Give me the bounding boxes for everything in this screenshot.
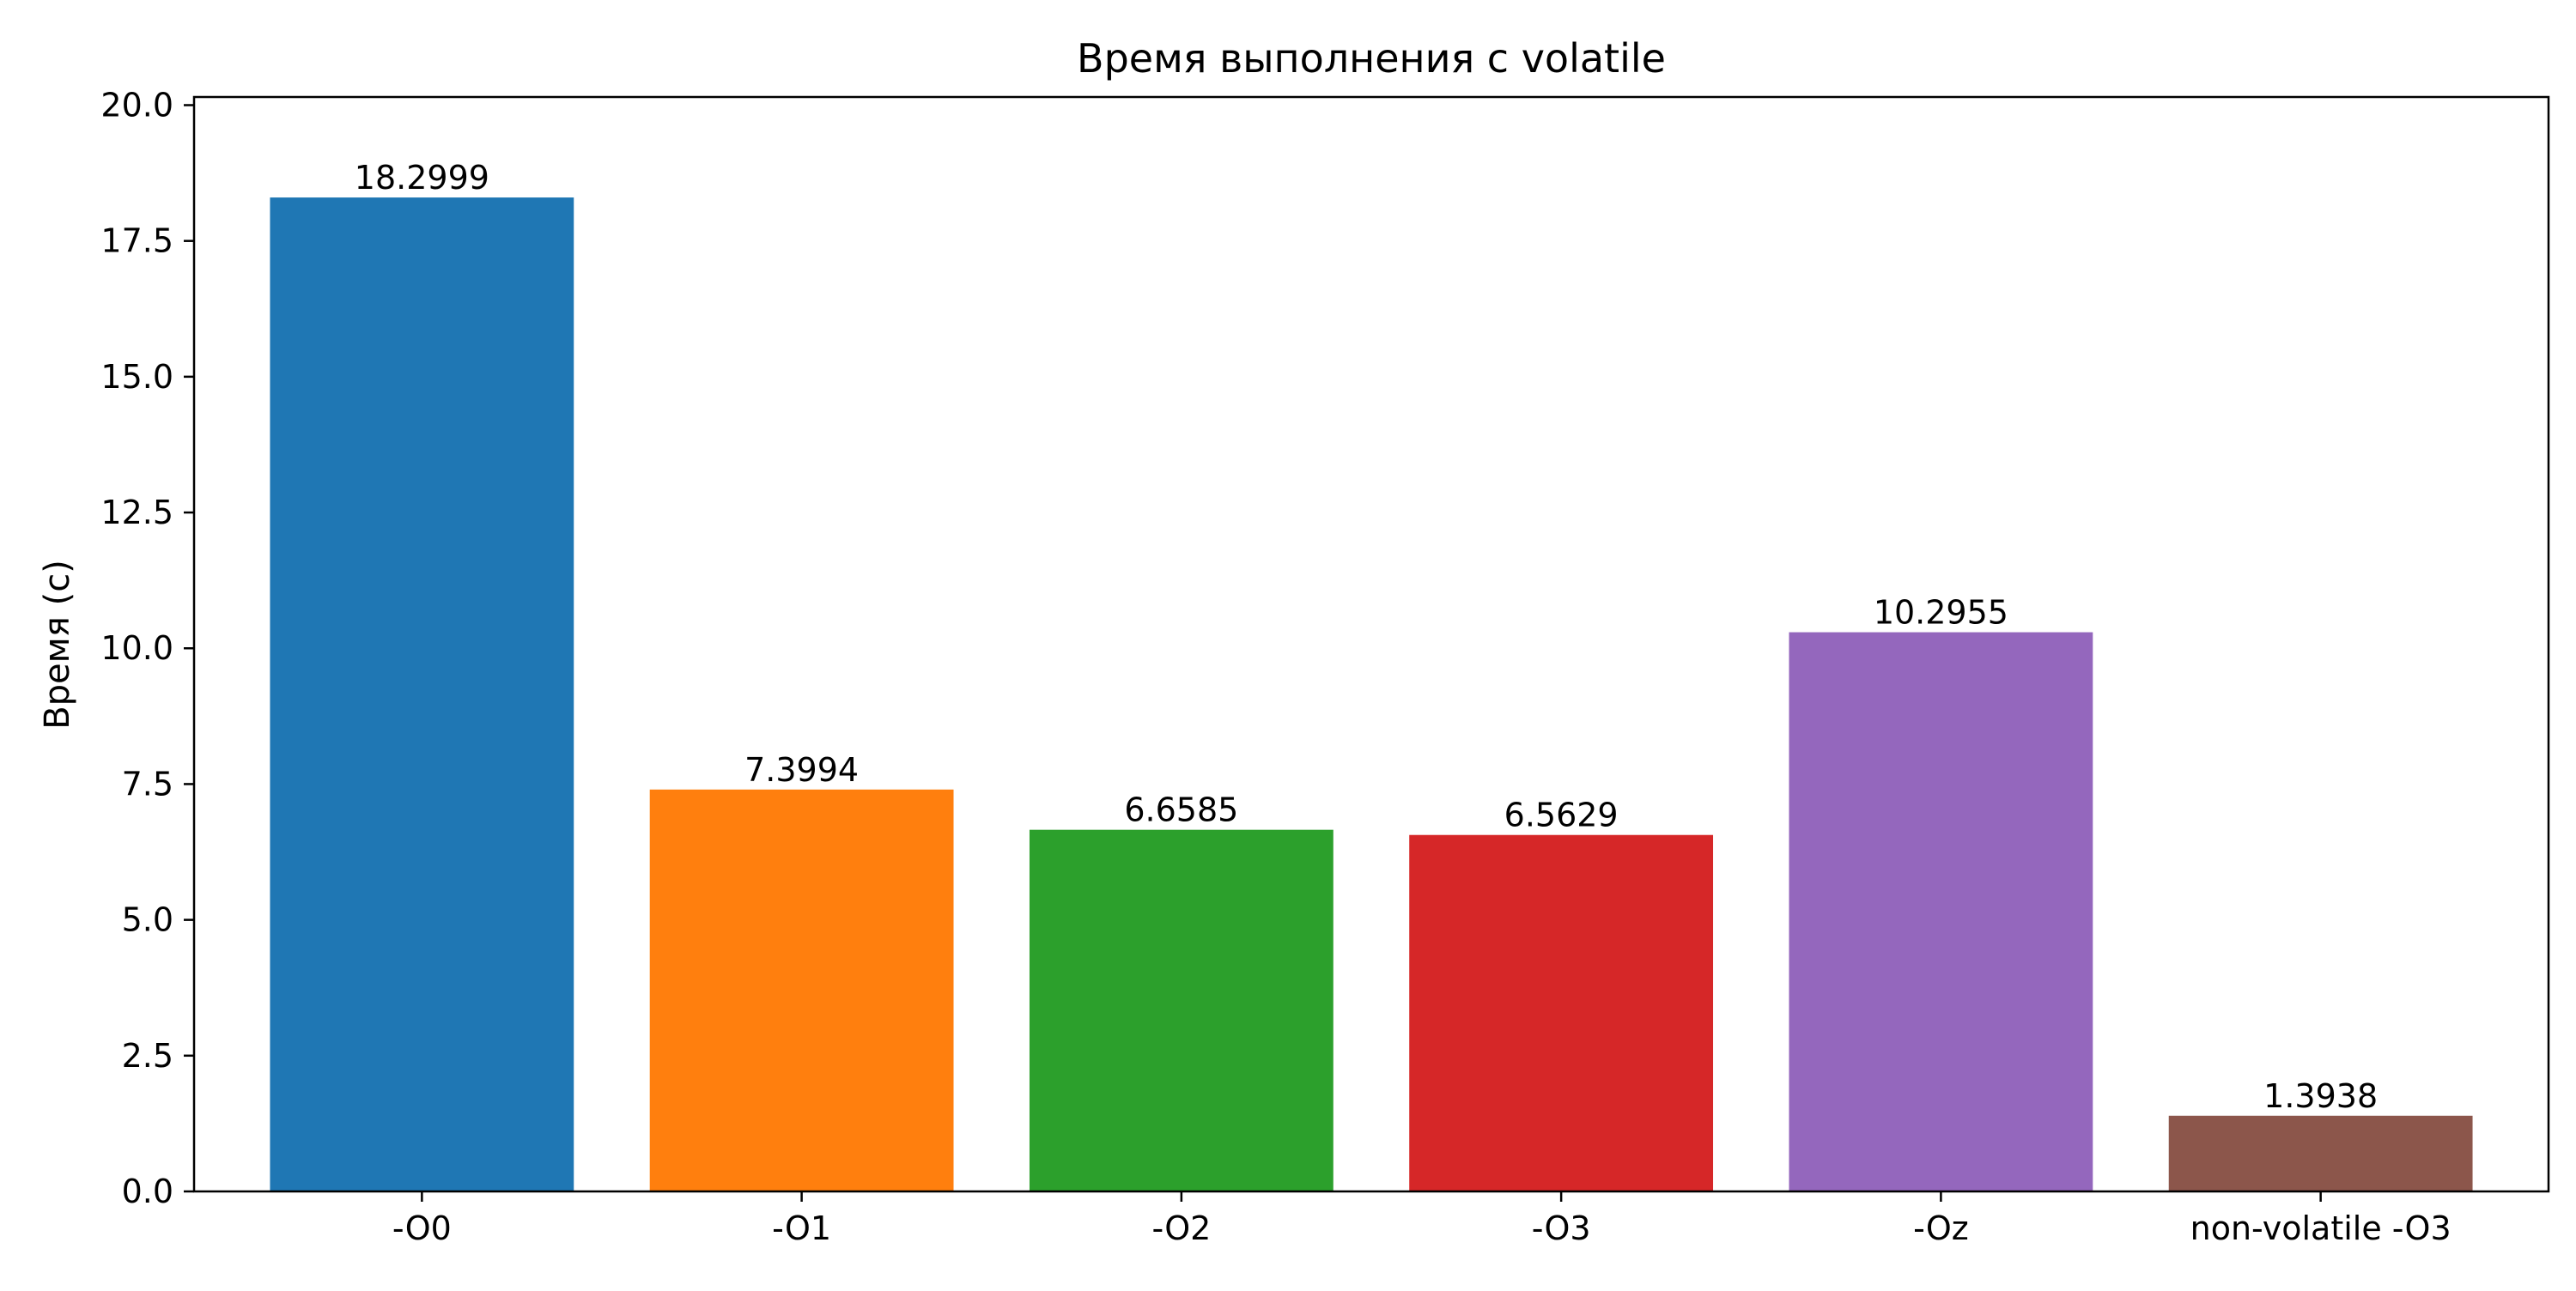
x-tick-label-2: -O2 <box>1151 1209 1211 1247</box>
data-label-3: 6.5629 <box>1504 797 1619 834</box>
x-tick-label-3: -O3 <box>1532 1209 1591 1247</box>
data-labels-layer: 18.2999 7.3994 6.6585 6.5629 10.2955 1.3938 <box>355 159 2378 1115</box>
y-tick-label-8: 20.0 <box>100 86 173 124</box>
y-tick-label-2: 5.0 <box>122 901 173 939</box>
bar-0 <box>270 197 574 1191</box>
chart-title: Время выполнения с volatile <box>1077 35 1666 82</box>
data-label-0: 18.2999 <box>355 159 489 197</box>
bars-layer <box>270 197 2473 1191</box>
data-label-2: 6.6585 <box>1124 791 1238 829</box>
bar-5 <box>2168 1115 2473 1191</box>
data-label-5: 1.3938 <box>2263 1077 2378 1115</box>
y-ticks-layer: 0.0 2.5 5.0 7.5 10.0 12.5 15.0 17.5 20.0 <box>100 86 194 1210</box>
bar-1 <box>649 789 954 1191</box>
x-ticks-layer: -O0 -O1 -O2 -O3 -Oz non-volatile -O3 <box>392 1191 2451 1247</box>
x-tick-label-1: -O1 <box>772 1209 831 1247</box>
x-tick-label-5: non-volatile -O3 <box>2190 1209 2451 1247</box>
plot-frame <box>192 95 2550 1193</box>
x-tick-label-4: -Oz <box>1913 1209 1969 1247</box>
y-tick-label-7: 17.5 <box>100 222 173 260</box>
bar-2 <box>1029 829 1334 1191</box>
y-tick-label-5: 12.5 <box>100 494 173 531</box>
bar-3 <box>1409 834 1714 1191</box>
y-axis-label: Время (с) <box>38 560 77 730</box>
y-tick-label-3: 7.5 <box>122 765 173 803</box>
y-tick-label-1: 2.5 <box>122 1037 173 1075</box>
data-label-4: 10.2955 <box>1874 594 2008 632</box>
y-tick-label-0: 0.0 <box>122 1173 173 1210</box>
y-tick-label-4: 10.0 <box>100 629 173 667</box>
x-tick-label-0: -O0 <box>392 1209 452 1247</box>
y-tick-label-6: 15.0 <box>100 358 173 396</box>
bar-4 <box>1789 632 2093 1191</box>
data-label-1: 7.3994 <box>744 751 859 789</box>
